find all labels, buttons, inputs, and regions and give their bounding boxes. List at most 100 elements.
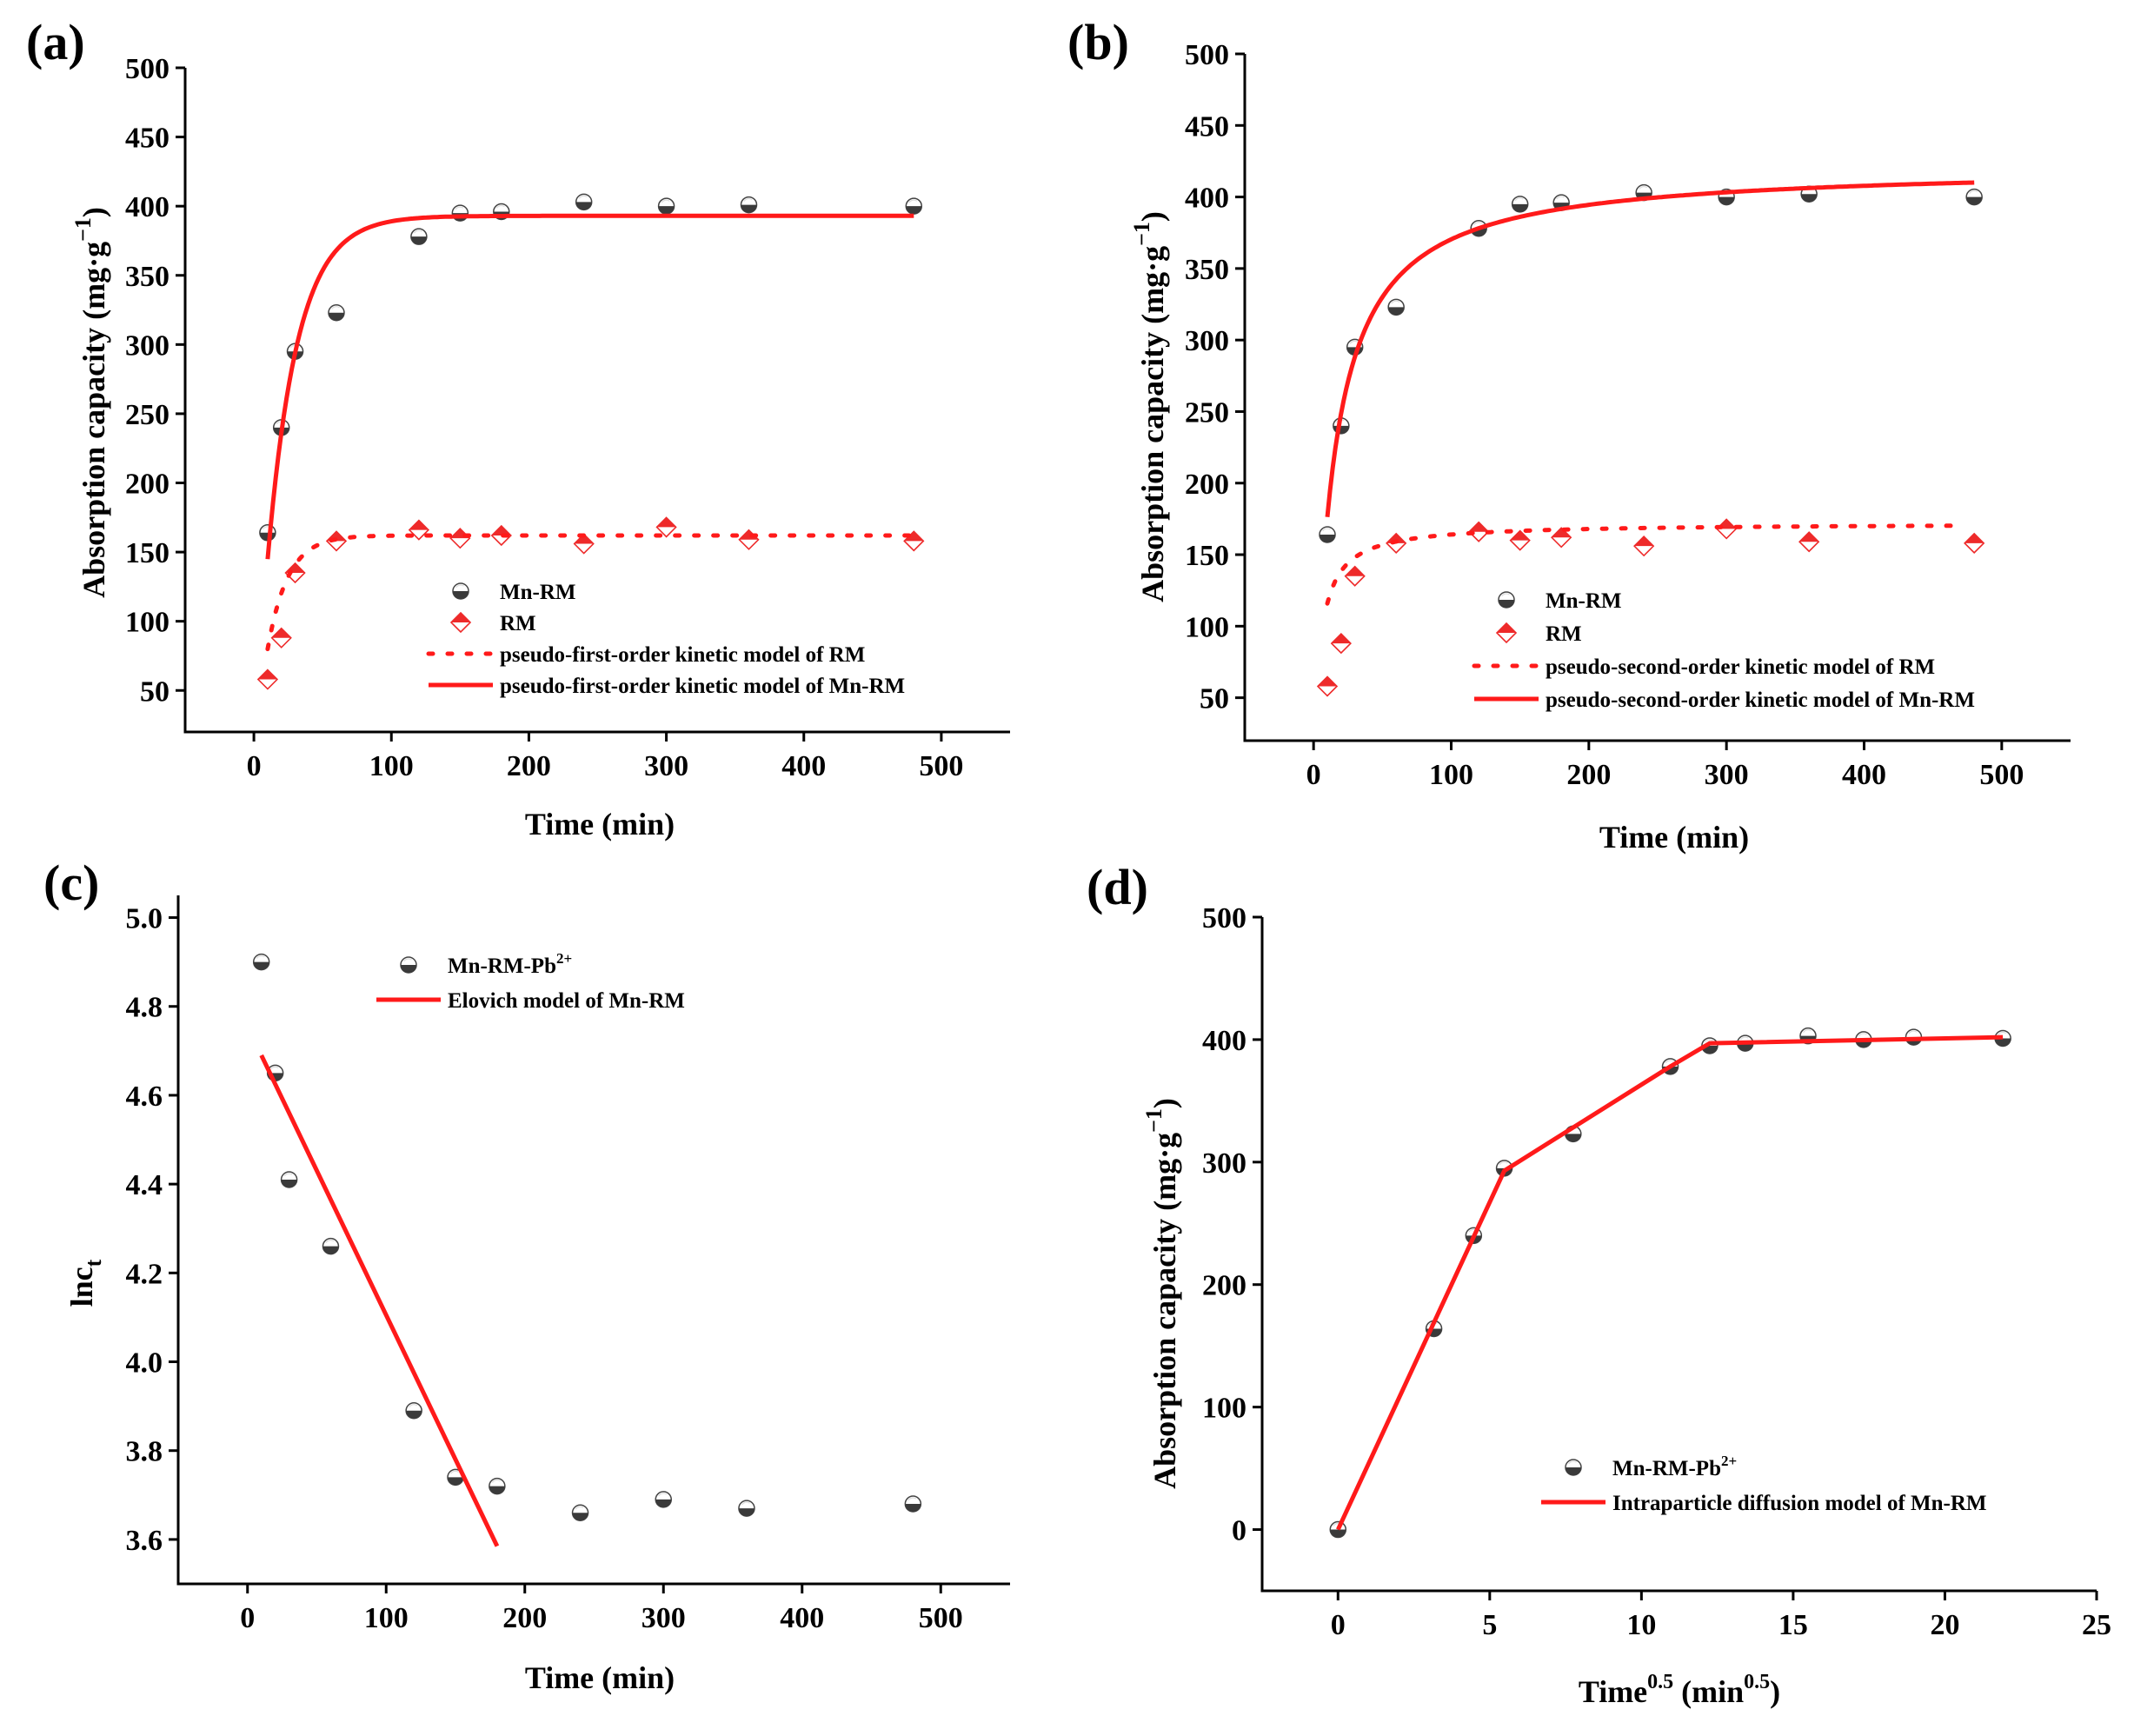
legend-swatch-marker bbox=[452, 582, 469, 600]
data-point bbox=[573, 533, 595, 555]
data-point bbox=[738, 529, 760, 550]
data-point bbox=[1316, 675, 1339, 697]
y-tick-label: 300 bbox=[1202, 1147, 1246, 1180]
panel-c: (c) 0 100 200 300 400 500 3.6 3.8 4.0 4.2 4.4 4.6 4.… bbox=[43, 855, 1010, 1695]
axes-frame bbox=[1260, 917, 2097, 1593]
data-point bbox=[571, 1504, 589, 1521]
panel-a: (a) 0 100 200 300 400 500 50 100 150 200 250 300 350… bbox=[26, 14, 1010, 841]
y-tick-label: 50 bbox=[140, 675, 170, 708]
x-tick-label: 500 bbox=[919, 750, 963, 782]
legend-swatch-marker bbox=[400, 956, 417, 974]
x-axis-label-b: Time (min) bbox=[1599, 820, 1749, 855]
y-tick-label: 250 bbox=[1185, 396, 1229, 429]
x-tick-label: 5 bbox=[1482, 1609, 1497, 1641]
y-tick-label: 150 bbox=[125, 537, 170, 569]
y-tick-label: 4.6 bbox=[126, 1081, 163, 1113]
x-tick-label: 200 bbox=[1566, 759, 1611, 791]
data-point bbox=[256, 668, 279, 690]
legend: Mn-RM-Pb2+ Elovich model of Mn-RM bbox=[376, 950, 685, 1013]
y-tick-label: 350 bbox=[1185, 254, 1229, 286]
y-tick-label: 500 bbox=[1185, 39, 1229, 71]
data-point bbox=[655, 516, 677, 538]
data-point bbox=[270, 627, 292, 649]
data-point bbox=[1509, 529, 1531, 551]
data-point bbox=[1633, 535, 1655, 557]
y-tick-label: 500 bbox=[125, 53, 170, 85]
x-tick-label: 10 bbox=[1626, 1609, 1656, 1641]
fit-line-solid bbox=[1336, 1034, 2004, 1531]
y-tick-label: 300 bbox=[125, 329, 170, 362]
data-point bbox=[1798, 531, 1820, 553]
y-tick-label: 0 bbox=[1232, 1515, 1246, 1547]
y-axis-label-a: Absorption capacity (mg·g−1) bbox=[70, 207, 111, 598]
legend-label: Mn-RM-Pb2+ bbox=[1612, 1453, 1737, 1480]
x-tick-label: 200 bbox=[502, 1602, 547, 1634]
x-tick-label: 0 bbox=[240, 1602, 255, 1634]
x-tick-label: 0 bbox=[1331, 1609, 1346, 1641]
x-tick-label: 400 bbox=[780, 1602, 824, 1634]
y-tick-label: 400 bbox=[1202, 1025, 1246, 1057]
data-point bbox=[328, 303, 345, 322]
fit-line-solid bbox=[265, 213, 914, 560]
y-tick-label: 200 bbox=[1202, 1270, 1246, 1302]
data-point bbox=[655, 1491, 672, 1508]
x-tick-label: 300 bbox=[1705, 759, 1749, 791]
y-tick-label: 5.0 bbox=[126, 903, 163, 935]
data-point bbox=[280, 1171, 298, 1188]
x-tick-label: 100 bbox=[369, 750, 414, 782]
x-tick-label: 100 bbox=[1429, 759, 1473, 791]
x-axis-label-c: Time (min) bbox=[525, 1660, 675, 1695]
x-axis-label-a: Time (min) bbox=[525, 807, 675, 841]
y-tick-label: 3.8 bbox=[126, 1436, 163, 1468]
legend-swatch-marker bbox=[449, 611, 472, 634]
data-point bbox=[449, 528, 471, 549]
data-point bbox=[1387, 298, 1405, 316]
x-axis-label-d: Time0.5 (min0.5) bbox=[1579, 1671, 1780, 1709]
x-tick-label: 300 bbox=[642, 1602, 686, 1634]
legend-label: Elovich model of Mn-RM bbox=[448, 989, 685, 1013]
legend-label: RM bbox=[1546, 622, 1582, 646]
y-tick-label: 3.6 bbox=[126, 1525, 163, 1557]
y-axis-label-d: Absorption capacity (mg·g−1) bbox=[1141, 1098, 1182, 1489]
data-point bbox=[575, 193, 593, 211]
axes-frame bbox=[176, 895, 1010, 1586]
x-tick-label: 400 bbox=[1842, 759, 1886, 791]
legend-swatch-marker bbox=[1498, 591, 1515, 609]
legend-label: Mn-RM bbox=[1546, 589, 1621, 613]
fit-line-dotted bbox=[265, 533, 916, 652]
y-tick-label: 400 bbox=[1185, 183, 1229, 215]
plot-area-a: 0 100 200 300 400 500 50 100 150 200 250 300 350 400 4… bbox=[125, 53, 1010, 782]
data-point bbox=[1319, 526, 1336, 543]
data-point bbox=[1551, 527, 1572, 549]
legend: Mn-RM RM pseudo-first-order kinetic model … bbox=[426, 581, 905, 698]
data-point bbox=[1329, 1520, 1347, 1539]
y-axis-label-b: Absorption capacity (mg·g−1) bbox=[1129, 211, 1170, 602]
x-tick-label: 500 bbox=[1979, 759, 2024, 791]
legend-label: RM bbox=[500, 612, 536, 635]
y-tick-label: 200 bbox=[1185, 469, 1229, 501]
y-tick-label: 4.2 bbox=[126, 1258, 163, 1290]
panel-d: (d) 0 5 10 15 20 25 0 100 200 300 400 500 Mn-RM-Pb2+… bbox=[1087, 859, 2111, 1709]
data-point bbox=[740, 196, 758, 214]
data-point bbox=[904, 1495, 922, 1513]
data-point bbox=[410, 228, 428, 245]
plot-area-b: 0 100 200 300 400 500 50 100 150 200 250 300 350 400 4… bbox=[1185, 39, 2071, 791]
plot-area-d: 0 5 10 15 20 25 0 100 200 300 400 500 Mn-RM-Pb2+ Intr… bbox=[1202, 902, 2111, 1641]
x-tick-label: 20 bbox=[1930, 1609, 1959, 1641]
legend: Mn-RM RM pseudo-second-order kinetic model… bbox=[1472, 589, 1975, 712]
axes-frame bbox=[183, 68, 1010, 734]
axes-frame bbox=[1243, 54, 2071, 742]
data-point bbox=[252, 953, 270, 971]
y-tick-label: 100 bbox=[125, 607, 170, 639]
x-tick-label: 400 bbox=[781, 750, 826, 782]
panel-label-c: (c) bbox=[43, 855, 99, 911]
plot-area-c: 0 100 200 300 400 500 3.6 3.8 4.0 4.2 4.4 4.6 4.8 5.0… bbox=[126, 895, 1010, 1634]
x-tick-label: 300 bbox=[644, 750, 688, 782]
y-tick-label: 4.8 bbox=[126, 992, 163, 1024]
legend-label: Intraparticle diffusion model of Mn-RM bbox=[1612, 1492, 1987, 1515]
y-tick-label: 450 bbox=[125, 123, 170, 155]
y-tick-label: 200 bbox=[125, 469, 170, 501]
data-point bbox=[1965, 188, 1983, 206]
x-tick-label: 100 bbox=[364, 1602, 409, 1634]
y-tick-label: 500 bbox=[1202, 902, 1246, 935]
